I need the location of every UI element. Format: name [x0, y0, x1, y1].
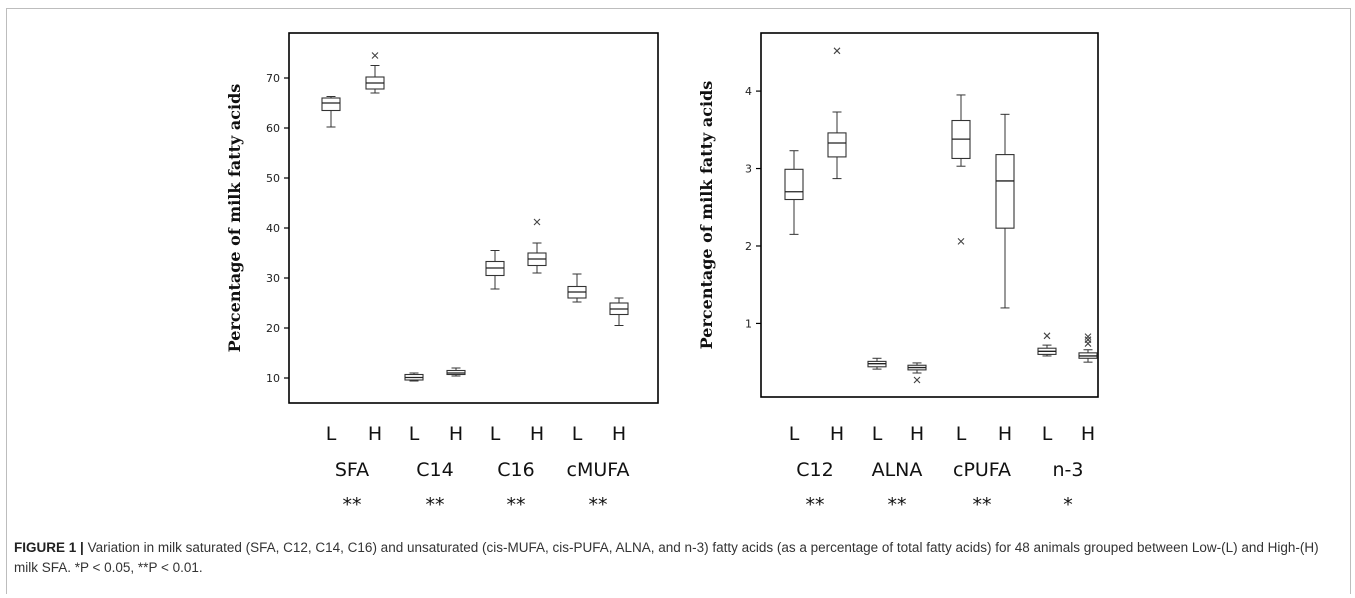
p1-category-label: cMUFA [567, 459, 630, 481]
p1-group-label: H [612, 423, 626, 445]
p1-y-tick-label: 50 [266, 172, 280, 185]
p1-group-label: L [490, 423, 501, 445]
frame-border-right [1350, 8, 1351, 594]
p2-significance-label: ** [888, 494, 907, 516]
p1-group-label: H [530, 423, 544, 445]
p1-group-label: L [409, 423, 420, 445]
p2-group-label: H [1081, 423, 1095, 445]
p1-category-label: C16 [497, 459, 534, 481]
p1-y-tick-label: 70 [266, 72, 280, 85]
p2-group-label: H [910, 423, 924, 445]
figure-caption: FIGURE 1 | Variation in milk saturated (… [14, 538, 1344, 578]
p2-significance-label: * [1063, 494, 1073, 516]
p2-box-C12-L [784, 168, 804, 201]
frame-border-top [6, 8, 1351, 9]
caption-text: Variation in milk saturated (SFA, C12, C… [14, 540, 1319, 575]
p2-group-label: L [1042, 423, 1053, 445]
p2-y-tick-label: 2 [745, 240, 752, 253]
p1-outlier-marker [533, 218, 541, 226]
p2-y-tick-label: 3 [745, 163, 752, 176]
p2-outlier-marker [957, 237, 965, 245]
p1-significance-label: ** [343, 494, 362, 516]
p2-outlier-marker [833, 47, 841, 55]
p1-group-label: H [449, 423, 463, 445]
box-plot-figure: 10 20 30 40 50 60 70 Percentage of milk fatty a… [225, 32, 1099, 516]
p2-significance-label: ** [806, 494, 825, 516]
p1-category-label: C14 [416, 459, 453, 481]
p2-category-label: ALNA [872, 459, 923, 481]
p2-outlier-marker [1043, 332, 1051, 340]
p2-outlier-marker [913, 376, 921, 384]
p2-category-label: cPUFA [953, 459, 1011, 481]
p2-group-label: L [872, 423, 883, 445]
p2-category-label: n-3 [1053, 459, 1084, 481]
p2-box-C12-H [827, 132, 847, 158]
p1-y-tick-label: 30 [266, 272, 280, 285]
p2-significance-label: ** [973, 494, 992, 516]
p2-group-label: H [830, 423, 844, 445]
p2-y-axis-label: Percentage of milk fatty acids [697, 81, 716, 350]
p2-category-label: C12 [796, 459, 833, 481]
p1-significance-label: ** [426, 494, 445, 516]
p2-group-label: L [789, 423, 800, 445]
caption-label: FIGURE 1 | [14, 540, 84, 555]
p1-y-tick-label: 20 [266, 322, 280, 335]
p1-box-SFA-L [321, 97, 341, 112]
p2-outlier-marker [1084, 336, 1092, 344]
p2-outlier-marker [1084, 333, 1092, 340]
p1-y-axis-label: Percentage of milk fatty acids [225, 84, 244, 353]
p1-group-label: L [572, 423, 583, 445]
p1-group-label: L [326, 423, 337, 445]
p1-plot-frame [288, 32, 659, 404]
p1-significance-label: ** [589, 494, 608, 516]
p1-outlier-marker [371, 52, 379, 59]
p1-y-tick-label: 40 [266, 222, 280, 235]
p2-plot-frame [760, 32, 1099, 398]
p2-y-tick-label: 4 [745, 85, 752, 98]
p1-y-tick-label: 10 [266, 372, 280, 385]
p2-group-label: L [956, 423, 967, 445]
p2-y-tick-label: 1 [745, 317, 752, 330]
p1-group-label: H [368, 423, 382, 445]
p2-group-label: H [998, 423, 1012, 445]
p1-category-label: SFA [335, 459, 369, 481]
frame-border-left [6, 8, 7, 594]
p1-significance-label: ** [507, 494, 526, 516]
p1-y-tick-label: 60 [266, 122, 280, 135]
p2-box-cPUFA-H [995, 154, 1015, 229]
